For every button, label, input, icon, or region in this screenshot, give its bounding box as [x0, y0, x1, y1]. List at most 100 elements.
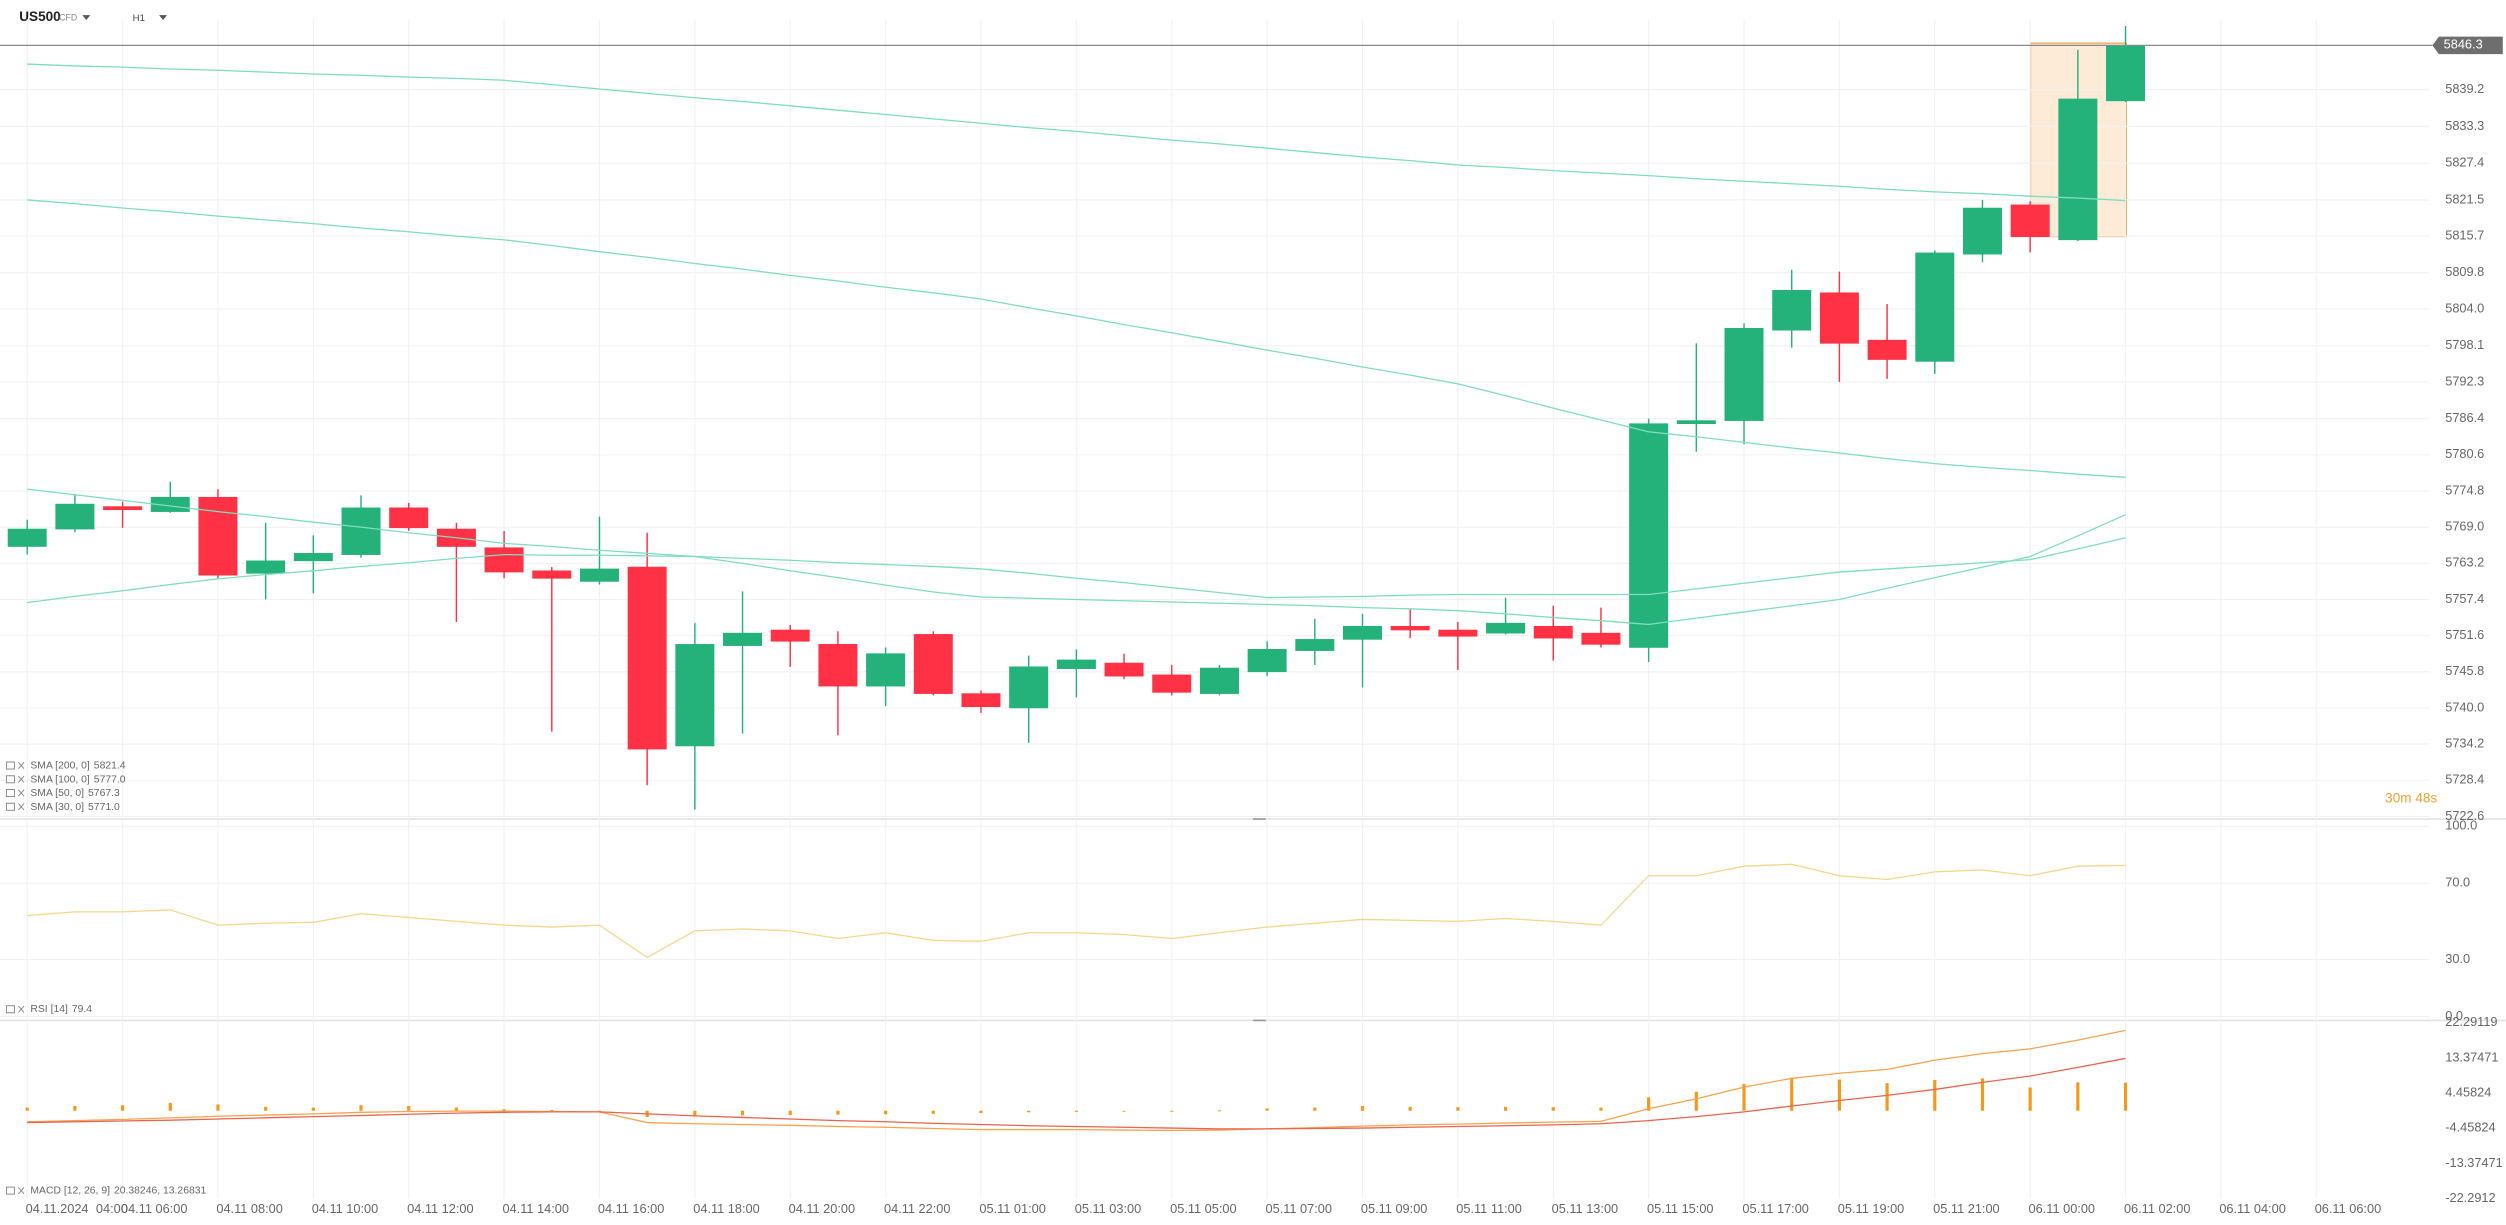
y-tick-label: 5833.3 — [2445, 118, 2484, 133]
legend-settings-icon — [5, 802, 15, 811]
legend-remove-icon — [18, 1187, 25, 1195]
candle-body — [1676, 420, 1716, 425]
x-tick-label: 05.11 09:00 — [1361, 1201, 1428, 1216]
candle-body — [2010, 204, 2050, 238]
sma-line — [27, 199, 2126, 478]
y-tick-label: 5792.3 — [2445, 373, 2484, 388]
candle-body — [484, 547, 524, 573]
macd-histogram-bar — [264, 1106, 268, 1111]
y-tick-label: -4.45824 — [2445, 1120, 2495, 1135]
candle-body — [675, 644, 715, 747]
macd-histogram-bar — [1313, 1107, 1317, 1111]
macd-histogram-bar — [550, 1109, 554, 1111]
legend-entry: MACD [12, 26, 9] 20.38246, 13.26831 — [30, 1185, 206, 1196]
macd-histogram-bar — [1742, 1083, 1746, 1111]
legend-settings-icon — [5, 1005, 15, 1014]
x-tick-label: 05.11 11:00 — [1456, 1201, 1522, 1216]
candle-body — [1009, 666, 1049, 709]
candle-body — [913, 634, 953, 694]
x-tick-label: 05.11 03:00 — [1075, 1201, 1142, 1216]
y-tick-label: 5757.4 — [2445, 591, 2484, 606]
candle-body — [1104, 662, 1144, 677]
candle-body — [532, 570, 572, 579]
candle-body — [1056, 659, 1096, 669]
legend-entry: RSI [14] 79.4 — [30, 1004, 92, 1015]
macd-histogram-bar — [73, 1106, 77, 1111]
macd-histogram-bar — [311, 1107, 315, 1111]
macd-histogram-bar — [1647, 1097, 1651, 1111]
macd-histogram-bar — [1074, 1110, 1078, 1112]
macd-histogram-bar — [884, 1110, 888, 1115]
symbol-dropdown[interactable] — [82, 15, 91, 20]
macd-histogram-bar — [1503, 1106, 1508, 1111]
candle-body — [1915, 252, 1955, 362]
timeframe-dropdown[interactable] — [159, 15, 168, 20]
y-tick-label: 0.0 — [2445, 1008, 2463, 1023]
macd-histogram-bar — [168, 1102, 172, 1111]
x-tick-label: 04:00 — [96, 1201, 128, 1216]
rsi-line — [27, 863, 2126, 959]
candle-body — [1199, 667, 1239, 694]
macd-histogram-bar — [740, 1110, 745, 1116]
y-tick-label: 5786.4 — [2445, 410, 2484, 425]
candle-body — [961, 693, 1001, 708]
macd-histogram-bar — [1217, 1110, 1222, 1112]
candle-body — [1343, 625, 1383, 640]
y-tick-label: 5839.2 — [2445, 81, 2484, 96]
last-price-label: 5846.3 — [2444, 37, 2483, 52]
legend-value: 5821.4 — [94, 760, 126, 771]
macd-histogram-bar — [1265, 1108, 1269, 1111]
x-tick-label: 05.11 21:00 — [1933, 1201, 2000, 1216]
y-tick-label: 5827.4 — [2445, 155, 2484, 170]
y-tick-label: 5745.8 — [2445, 663, 2484, 678]
candle-body — [1629, 423, 1669, 648]
macd-histogram-bar — [1980, 1078, 1985, 1111]
legend-value: 5771.0 — [88, 801, 120, 812]
y-tick-label: 5780.6 — [2445, 446, 2484, 461]
candle-body — [866, 653, 906, 687]
y-tick-label: 13.37471 — [2445, 1049, 2498, 1064]
macd-histogram-bar — [1694, 1091, 1698, 1111]
legend-remove-icon — [18, 789, 25, 797]
y-tick-label: 22.29119 — [2445, 1014, 2497, 1029]
legend-remove-icon — [18, 762, 25, 770]
symbol[interactable]: US500 — [19, 9, 61, 24]
macd-histogram-bar — [1360, 1106, 1365, 1111]
macd-histogram-bar — [454, 1107, 459, 1111]
y-tick-label: 5734.2 — [2445, 735, 2484, 750]
y-tick-label: 30.0 — [2445, 951, 2470, 966]
macd-histogram-bar — [2123, 1082, 2128, 1111]
y-tick-label: -22.2912 — [2445, 1190, 2495, 1205]
legend-value: 20.38246, 13.26831 — [114, 1185, 207, 1196]
sma-line — [27, 488, 2126, 626]
macd-histogram-bar — [25, 1107, 29, 1111]
macd-histogram-bar — [693, 1110, 697, 1117]
macd-histogram-bar — [1933, 1079, 1937, 1111]
y-tick-label: 100.0 — [2445, 818, 2477, 833]
macd-histogram-bar — [502, 1109, 506, 1111]
macd-histogram-bar — [216, 1104, 220, 1111]
legend-value: 5777.0 — [94, 774, 126, 785]
candle-body — [389, 507, 429, 529]
legend-name: SMA [200, 0] — [30, 760, 90, 771]
candle-countdown: 30m 48s — [2385, 791, 2437, 806]
x-tick-label: 04.11 18:00 — [693, 1201, 759, 1216]
candle-body — [198, 496, 238, 576]
candle-body — [1390, 625, 1430, 631]
candle-body — [1486, 622, 1526, 634]
timeframe[interactable]: H1 — [133, 13, 145, 24]
legend-remove-icon — [18, 775, 25, 783]
x-date-label: 04.11.2024 — [26, 1201, 89, 1216]
macd-histogram-bar — [931, 1110, 935, 1114]
macd-histogram-bar — [1885, 1083, 1889, 1111]
candle-body — [627, 566, 667, 750]
x-tick-label: 04.11 16:00 — [598, 1201, 665, 1216]
x-tick-label: 04.11 12:00 — [407, 1201, 474, 1216]
y-tick-label: 5774.8 — [2445, 482, 2484, 497]
legend-value: 5767.3 — [88, 788, 120, 799]
candle-body — [1438, 629, 1478, 637]
candle-body — [1962, 207, 2002, 255]
macd-histogram-bar — [788, 1110, 792, 1116]
